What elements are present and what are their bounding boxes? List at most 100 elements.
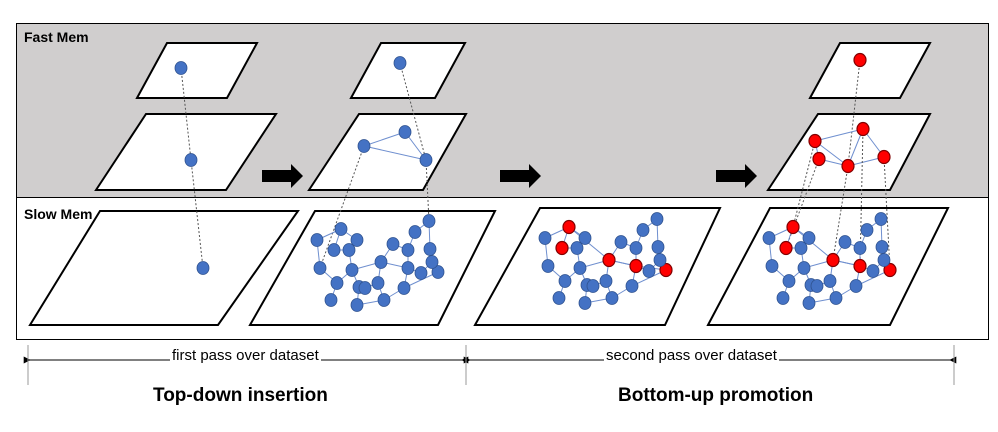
- layer-link: [883, 156, 891, 271]
- graph-node: [345, 263, 359, 277]
- graph-node: [605, 291, 619, 305]
- layer-1-plane: [307, 113, 468, 191]
- graph-node: [629, 241, 643, 255]
- stage-4: [706, 42, 950, 326]
- promoted-node: [786, 219, 800, 235]
- bottom-up-promotion-title: Bottom-up promotion: [618, 385, 814, 406]
- graph-node: [578, 296, 592, 310]
- graph-node: [422, 214, 436, 228]
- graph-node: [342, 243, 356, 257]
- graph-node: [196, 261, 210, 275]
- graph-node: [358, 281, 372, 295]
- arrow-right-icon: [262, 164, 303, 188]
- layer-link: [319, 145, 365, 269]
- graph-node: [398, 125, 412, 139]
- graph-node: [853, 241, 867, 255]
- promoted-node: [808, 133, 822, 149]
- promoted-node: [853, 52, 867, 68]
- stage-1-nodes: [174, 61, 210, 275]
- graph-node: [558, 274, 572, 288]
- layer-0-plane: [473, 207, 722, 326]
- graph-node: [423, 242, 437, 256]
- graph-node: [419, 153, 433, 167]
- graph-edge: [568, 226, 610, 261]
- graph-node: [810, 279, 824, 293]
- graph-node: [586, 279, 600, 293]
- graph-node: [776, 291, 790, 305]
- graph-node: [829, 291, 843, 305]
- graph-node: [313, 261, 327, 275]
- graph-node: [184, 153, 198, 167]
- fast-mem-label: Fast Mem: [24, 29, 89, 45]
- graph-node: [794, 241, 808, 255]
- graph-node: [802, 296, 816, 310]
- graph-node: [625, 279, 639, 293]
- graph-node: [350, 233, 364, 247]
- graph-node: [327, 243, 341, 257]
- graph-node: [650, 212, 664, 226]
- graph-node: [877, 253, 891, 267]
- promoted-node: [602, 252, 616, 268]
- graph-node: [765, 259, 779, 273]
- graph-edge: [363, 131, 406, 147]
- graph-node: [330, 276, 344, 290]
- graph-node: [552, 291, 566, 305]
- promoted-node: [629, 258, 643, 274]
- layer-0-plane: [28, 210, 300, 326]
- layer-link: [792, 140, 816, 228]
- graph-node: [541, 259, 555, 273]
- layer-2-plane: [808, 42, 932, 99]
- graph-edge: [792, 226, 834, 261]
- promoted-node: [562, 219, 576, 235]
- graph-node: [802, 231, 816, 245]
- promoted-node: [826, 252, 840, 268]
- slow-mem-label: Slow Mem: [24, 206, 93, 222]
- stage-4-nodes: [762, 52, 897, 310]
- graph-node: [874, 212, 888, 226]
- layer-2-plane: [135, 42, 259, 99]
- promoted-node: [877, 149, 891, 165]
- graph-node: [425, 255, 439, 269]
- graph-node: [838, 235, 852, 249]
- stage-3-nodes: [538, 212, 673, 310]
- graph-node: [377, 293, 391, 307]
- layer-2-plane: [349, 42, 467, 99]
- graph-node: [642, 264, 656, 278]
- stage-1: [28, 42, 300, 326]
- graph-node: [408, 225, 422, 239]
- layer-0-plane: [706, 207, 950, 326]
- promoted-node: [856, 121, 870, 137]
- graph-edge: [814, 140, 849, 167]
- promoted-node: [841, 158, 855, 174]
- graph-node: [324, 293, 338, 307]
- arrow-right-icon: [500, 164, 541, 188]
- promoted-node: [779, 240, 793, 256]
- stage-3: [473, 207, 722, 326]
- graph-node: [823, 274, 837, 288]
- graph-node: [538, 231, 552, 245]
- graph-node: [875, 240, 889, 254]
- layer-link: [847, 59, 861, 167]
- graph-node: [350, 298, 364, 312]
- stage-2: [248, 42, 497, 326]
- graph-node: [860, 223, 874, 237]
- arrow-right-icon: [716, 164, 757, 188]
- graph-node: [397, 281, 411, 295]
- layer-1-plane: [766, 113, 932, 191]
- graph-node: [653, 253, 667, 267]
- graph-node: [614, 235, 628, 249]
- graph-node: [393, 56, 407, 70]
- graph-node: [636, 223, 650, 237]
- layer-1-plane: [94, 113, 278, 191]
- graph-node: [414, 266, 428, 280]
- promoted-node: [853, 258, 867, 274]
- promoted-node: [555, 240, 569, 256]
- top-down-insertion-title: Top-down insertion: [153, 385, 328, 406]
- graph-node: [401, 261, 415, 275]
- graph-node: [431, 265, 445, 279]
- graph-edge: [814, 128, 864, 142]
- graph-node: [357, 139, 371, 153]
- graph-node: [573, 261, 587, 275]
- graph-node: [762, 231, 776, 245]
